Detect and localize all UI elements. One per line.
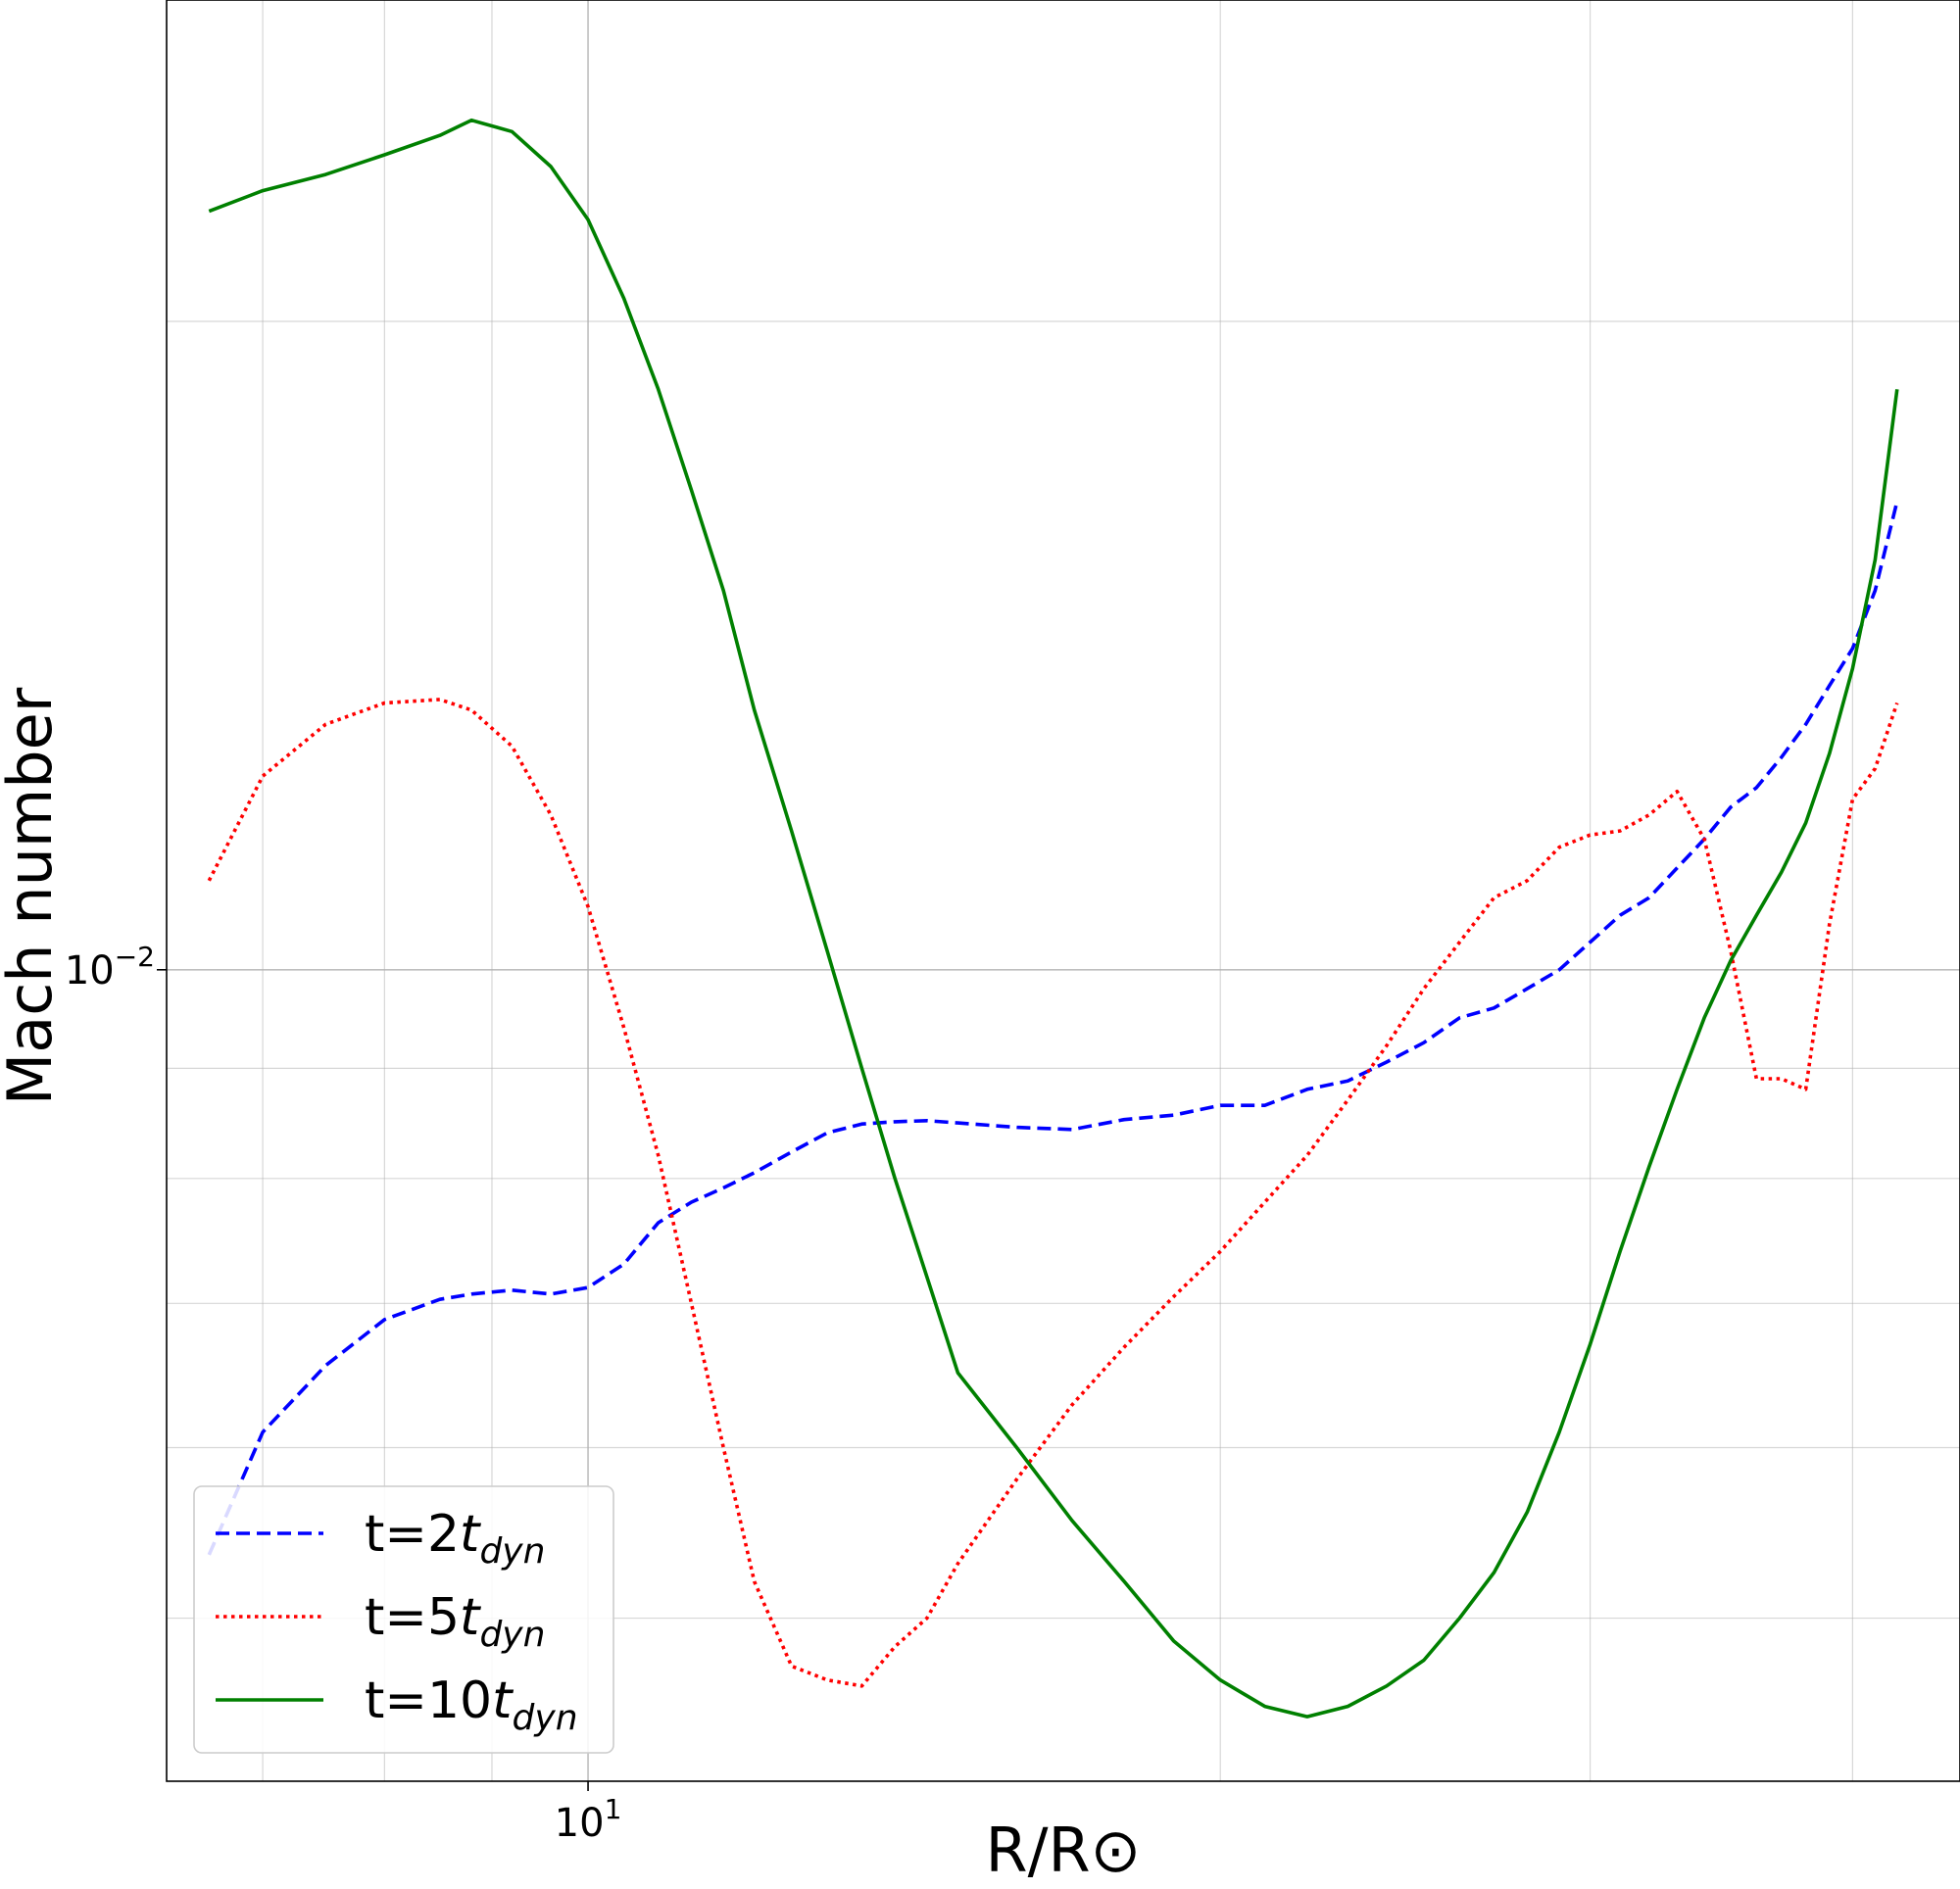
x-tick-label: 101 [555, 1793, 622, 1846]
legend-label-2: t=5tdyn [365, 1588, 545, 1655]
series-line-2 [207, 698, 1899, 1688]
tick-labels: 101 10−2 [65, 941, 622, 1846]
series-line-1 [207, 501, 1899, 1556]
legend: t=2tdyn t=5tdyn t=10tdyn [193, 1485, 614, 1754]
y-tick-label: 10−2 [65, 941, 155, 993]
plot-lines [207, 118, 1899, 1719]
plot-frame [166, 0, 1960, 1782]
legend-label-1: t=2tdyn [365, 1505, 545, 1572]
y-axis-label: Mach number [0, 687, 66, 1105]
legend-label-3: t=10tdyn [365, 1671, 578, 1738]
x-axis-label: R/R⊙ [986, 1815, 1142, 1886]
legend-box [193, 1485, 614, 1754]
series-line-3 [208, 118, 1899, 1719]
